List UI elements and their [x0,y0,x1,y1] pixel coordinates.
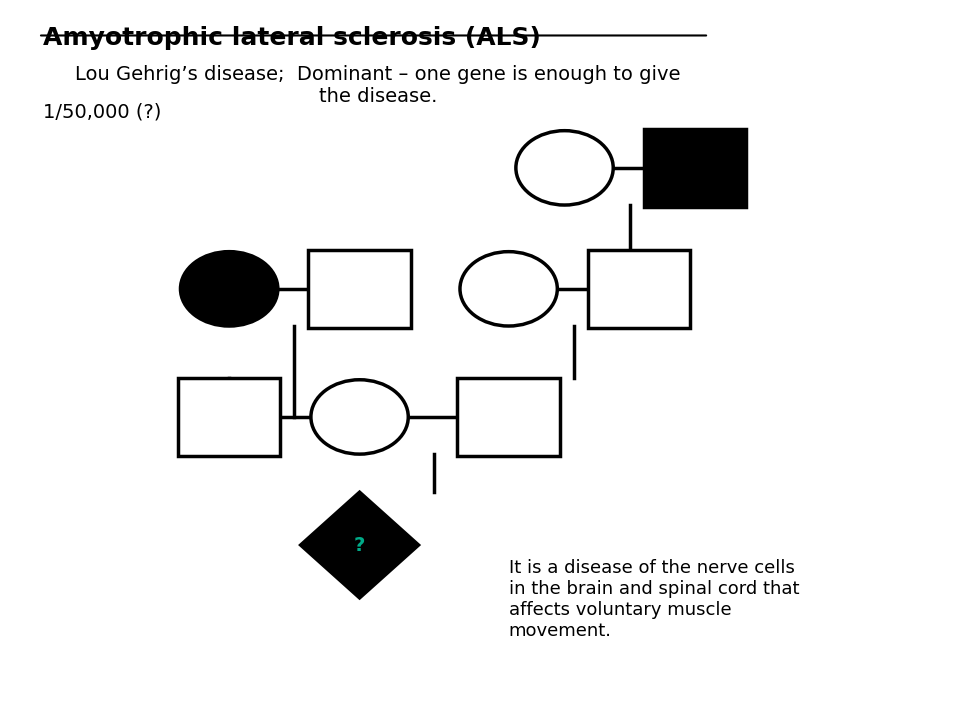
Bar [308,250,411,328]
Circle shape [180,252,277,326]
Bar [178,378,280,456]
Text: Lou Gehrig’s disease;  Dominant – one gene is enough to give
the disease.: Lou Gehrig’s disease; Dominant – one gen… [76,65,681,106]
Text: Amyotrophic lateral sclerosis (ALS): Amyotrophic lateral sclerosis (ALS) [43,25,540,50]
Bar [588,250,690,328]
Circle shape [311,379,408,454]
Polygon shape [300,492,419,598]
Text: It is a disease of the nerve cells
in the brain and spinal cord that
affects vol: It is a disease of the nerve cells in th… [509,559,799,639]
Bar [644,129,746,207]
Circle shape [516,130,613,205]
Text: ?: ? [354,536,365,554]
Bar [457,378,560,456]
Circle shape [460,252,558,326]
Text: 1/50,000 (?): 1/50,000 (?) [43,102,161,122]
